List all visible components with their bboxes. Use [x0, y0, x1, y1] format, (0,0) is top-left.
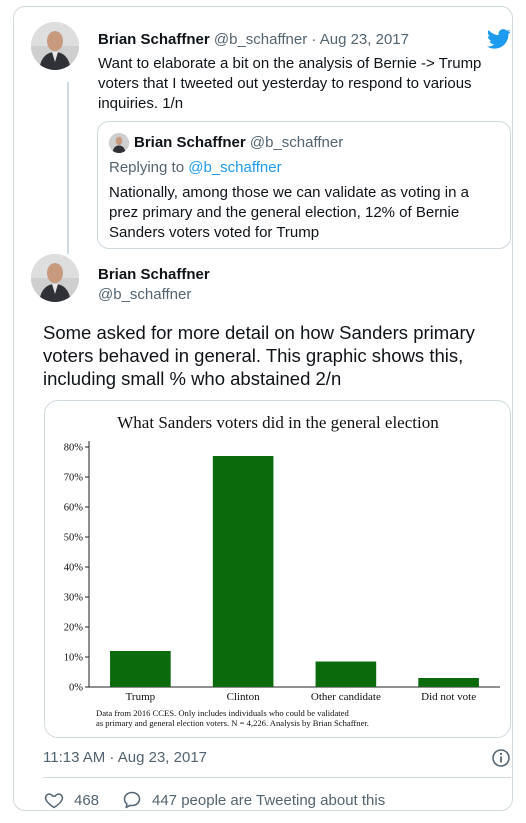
tweet1-text: Want to elaborate a bit on the analysis … [98, 55, 482, 112]
author-avatar-2[interactable] [31, 254, 79, 302]
chart-image[interactable]: What Sanders voters did in the general e… [44, 400, 511, 738]
tweet-thread-card: Brian Schaffner @b_schaffner · Aug 23, 2… [13, 6, 513, 811]
tweet-timestamp[interactable]: 11:13 AM · Aug 23, 2017 [43, 749, 208, 766]
y-tick-label: 70% [64, 473, 84, 484]
author-name-2[interactable]: Brian Schaffner [98, 266, 210, 283]
tweeting-about-text: 447 people are Tweeting about this [152, 791, 386, 809]
author-avatar[interactable] [31, 22, 79, 70]
x-category-label: Clinton [227, 691, 261, 703]
bar-did-not-vote [418, 678, 479, 687]
chart-note-line-2: as primary and general election voters. … [96, 718, 369, 728]
like-button[interactable]: 468 [44, 790, 99, 810]
divider [43, 777, 511, 778]
thread-connector-line [67, 82, 69, 254]
quoted-author-handle: @b_schaffner [249, 134, 344, 151]
quoted-author-name: Brian Schaffner [134, 134, 246, 151]
y-tick-label: 20% [64, 623, 84, 634]
heart-icon [44, 793, 64, 809]
chart-title: What Sanders voters did in the general e… [117, 413, 439, 432]
tweet1-header: Brian Schaffner @b_schaffner · Aug 23, 2… [98, 31, 409, 48]
tweeting-about-link[interactable]: 447 people are Tweeting about this [122, 790, 385, 810]
bar-clinton [212, 456, 274, 687]
y-tick-label: 10% [64, 653, 84, 664]
y-tick-label: 40% [64, 563, 84, 574]
author-handle-2[interactable]: @b_schaffner [98, 286, 192, 303]
x-category-label: Other candidate [311, 691, 381, 703]
speech-bubble-icon [123, 791, 141, 809]
quoted-header: Brian Schaffner @b_schaffner [134, 134, 343, 151]
tweet-date[interactable]: Aug 23, 2017 [319, 31, 409, 48]
replying-to-prefix: Replying to [109, 159, 185, 176]
y-tick-label: 50% [64, 533, 84, 544]
chart-note-line-1: Data from 2016 CCES. Only includes indiv… [96, 708, 349, 718]
info-icon[interactable] [491, 748, 511, 768]
bar-chart: What Sanders voters did in the general e… [64, 413, 500, 728]
quoted-author-avatar [109, 133, 129, 153]
quoted-tweet[interactable]: Brian Schaffner @b_schaffner Replying to… [97, 121, 511, 249]
y-tick-label: 30% [64, 593, 84, 604]
replying-to-handle[interactable]: @b_schaffner [188, 159, 282, 176]
tweet2-text: Some asked for more detail on how Sander… [43, 322, 475, 389]
bar-other-candidate [315, 661, 377, 687]
author-handle[interactable]: @b_schaffner [213, 31, 308, 48]
like-count: 468 [74, 791, 100, 809]
replying-to-line: Replying to @b_schaffner [109, 159, 282, 176]
header-separator: · [311, 31, 317, 48]
x-category-label: Did not vote [421, 691, 476, 703]
y-tick-label: 80% [64, 443, 84, 454]
x-category-label: Trump [126, 691, 156, 703]
quoted-tweet-text: Nationally, among those we can validate … [109, 184, 469, 241]
twitter-bird-icon[interactable] [487, 29, 511, 49]
y-tick-label: 0% [69, 683, 83, 694]
bar-trump [110, 651, 171, 687]
author-name[interactable]: Brian Schaffner [98, 31, 210, 48]
y-tick-label: 60% [64, 503, 84, 514]
